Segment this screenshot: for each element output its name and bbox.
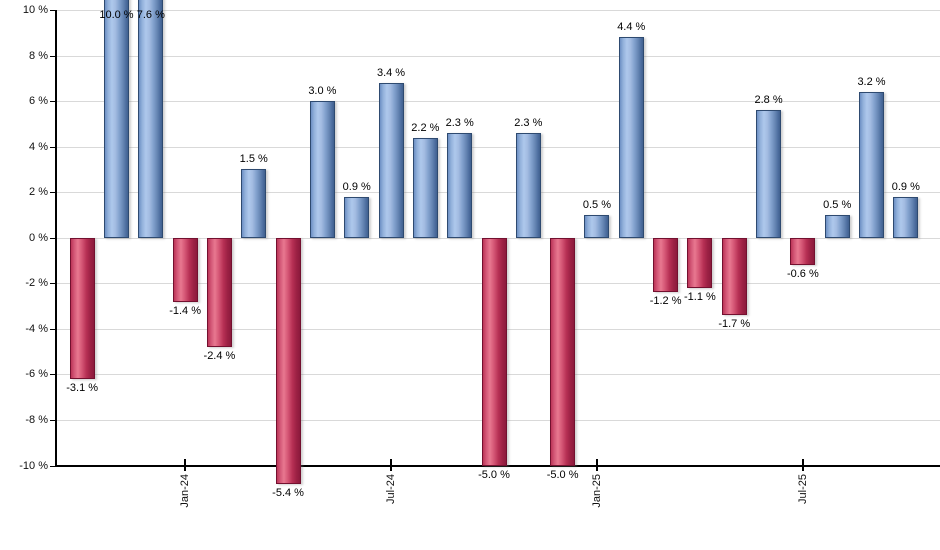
- bar-value-label: 4.4 %: [617, 21, 646, 34]
- x-axis-tick: [390, 458, 393, 471]
- x-axis-tick: [184, 458, 187, 471]
- bar-negative: [687, 237, 713, 288]
- gridline: [57, 101, 940, 103]
- y-axis-label: 4 %: [29, 140, 48, 153]
- bar-value-label: -2.4 %: [203, 350, 236, 363]
- bar-positive: [859, 91, 885, 238]
- bar-value-label: -5.0 %: [546, 468, 579, 481]
- gridline: [57, 10, 940, 11]
- y-axis-label: -2 %: [25, 277, 48, 290]
- bar-value-label: 2.3 %: [514, 116, 543, 129]
- bar-negative: [69, 237, 95, 379]
- y-axis-tick: [50, 146, 55, 148]
- bar-value-label: -5.4 %: [272, 486, 304, 499]
- bar-negative: [481, 237, 507, 466]
- bar-positive: [103, 0, 129, 238]
- bar-value-label: -1.1 %: [684, 290, 716, 303]
- bar-positive: [515, 132, 541, 238]
- bar-negative: [790, 237, 816, 266]
- bar-positive: [138, 0, 164, 238]
- bar-value-label: 7.6 %: [136, 9, 165, 21]
- bar-value-label: 3.0 %: [308, 85, 337, 98]
- bar-value-label: -1.2 %: [649, 295, 682, 308]
- y-axis-tick: [50, 237, 55, 239]
- bar-positive: [412, 137, 438, 238]
- bar-value-label: 2.2 %: [411, 121, 440, 134]
- y-axis-tick: [50, 419, 55, 421]
- bar-value-label: 3.4 %: [376, 66, 406, 79]
- y-axis-tick: [50, 55, 55, 57]
- bar-value-label: 3.2 %: [857, 75, 886, 88]
- gridline: [57, 192, 940, 194]
- bar-value-label: 0.9 %: [342, 180, 371, 193]
- bar-positive: [584, 214, 610, 238]
- x-axis-tick: [801, 458, 804, 471]
- bar-positive: [344, 196, 370, 238]
- x-axis: [55, 464, 940, 467]
- bar-negative: [206, 237, 232, 348]
- bar-positive: [893, 196, 919, 238]
- bar-positive: [756, 110, 782, 238]
- y-axis-label: 10 %: [22, 4, 48, 16]
- y-axis-tick: [50, 10, 55, 11]
- gridline: [57, 55, 940, 57]
- bar-value-label: 0.5 %: [582, 198, 612, 211]
- bar-negative: [653, 237, 679, 293]
- y-axis-label: 2 %: [29, 186, 48, 199]
- y-axis-label: -10 %: [19, 459, 48, 472]
- gridline: [57, 146, 940, 148]
- bar-negative: [721, 237, 747, 316]
- bar-value-label: 2.3 %: [445, 116, 474, 129]
- x-axis-label: Jul-24: [385, 473, 398, 504]
- y-axis-tick: [50, 192, 55, 194]
- bar-positive: [447, 132, 473, 238]
- bar-value-label: -5.0 %: [478, 468, 510, 481]
- bar-positive: [241, 169, 267, 238]
- bar-value-label: -0.6 %: [786, 268, 819, 281]
- y-axis-label: -8 %: [25, 413, 48, 426]
- y-axis-label: 8 %: [29, 49, 48, 62]
- y-axis-tick: [50, 465, 55, 467]
- bar-positive: [824, 214, 850, 238]
- y-axis-tick: [50, 101, 55, 103]
- y-axis-tick: [50, 283, 55, 285]
- y-axis-label: 0 %: [29, 231, 48, 244]
- y-axis: [55, 10, 57, 467]
- y-axis-tick: [50, 374, 55, 376]
- bar-positive: [378, 82, 404, 238]
- bar-value-label: 2.8 %: [754, 94, 783, 107]
- bar-value-label: 1.5 %: [239, 153, 268, 166]
- bar-negative: [275, 237, 301, 484]
- bar-positive: [618, 37, 644, 238]
- x-axis-label: Jan-24: [179, 473, 192, 508]
- bar-value-label: -3.1 %: [66, 381, 99, 394]
- bar-value-label: 0.5 %: [823, 198, 852, 211]
- bar-value-label: -1.4 %: [169, 304, 201, 317]
- y-axis-label: 6 %: [29, 95, 48, 108]
- x-axis-label: Jan-25: [590, 473, 603, 508]
- y-axis-tick: [50, 328, 55, 330]
- bar-value-label: 0.9 %: [891, 180, 920, 193]
- bar-value-label: 10.0 %: [99, 9, 134, 21]
- bar-value-label: -1.7 %: [718, 318, 751, 331]
- y-axis-label: -6 %: [25, 368, 48, 381]
- x-axis-label: Jul-25: [796, 473, 809, 504]
- y-axis-label: -4 %: [25, 322, 48, 335]
- x-axis-tick: [595, 458, 598, 471]
- bar-negative: [550, 237, 576, 466]
- bar-positive: [309, 101, 335, 238]
- bar-negative: [172, 237, 198, 302]
